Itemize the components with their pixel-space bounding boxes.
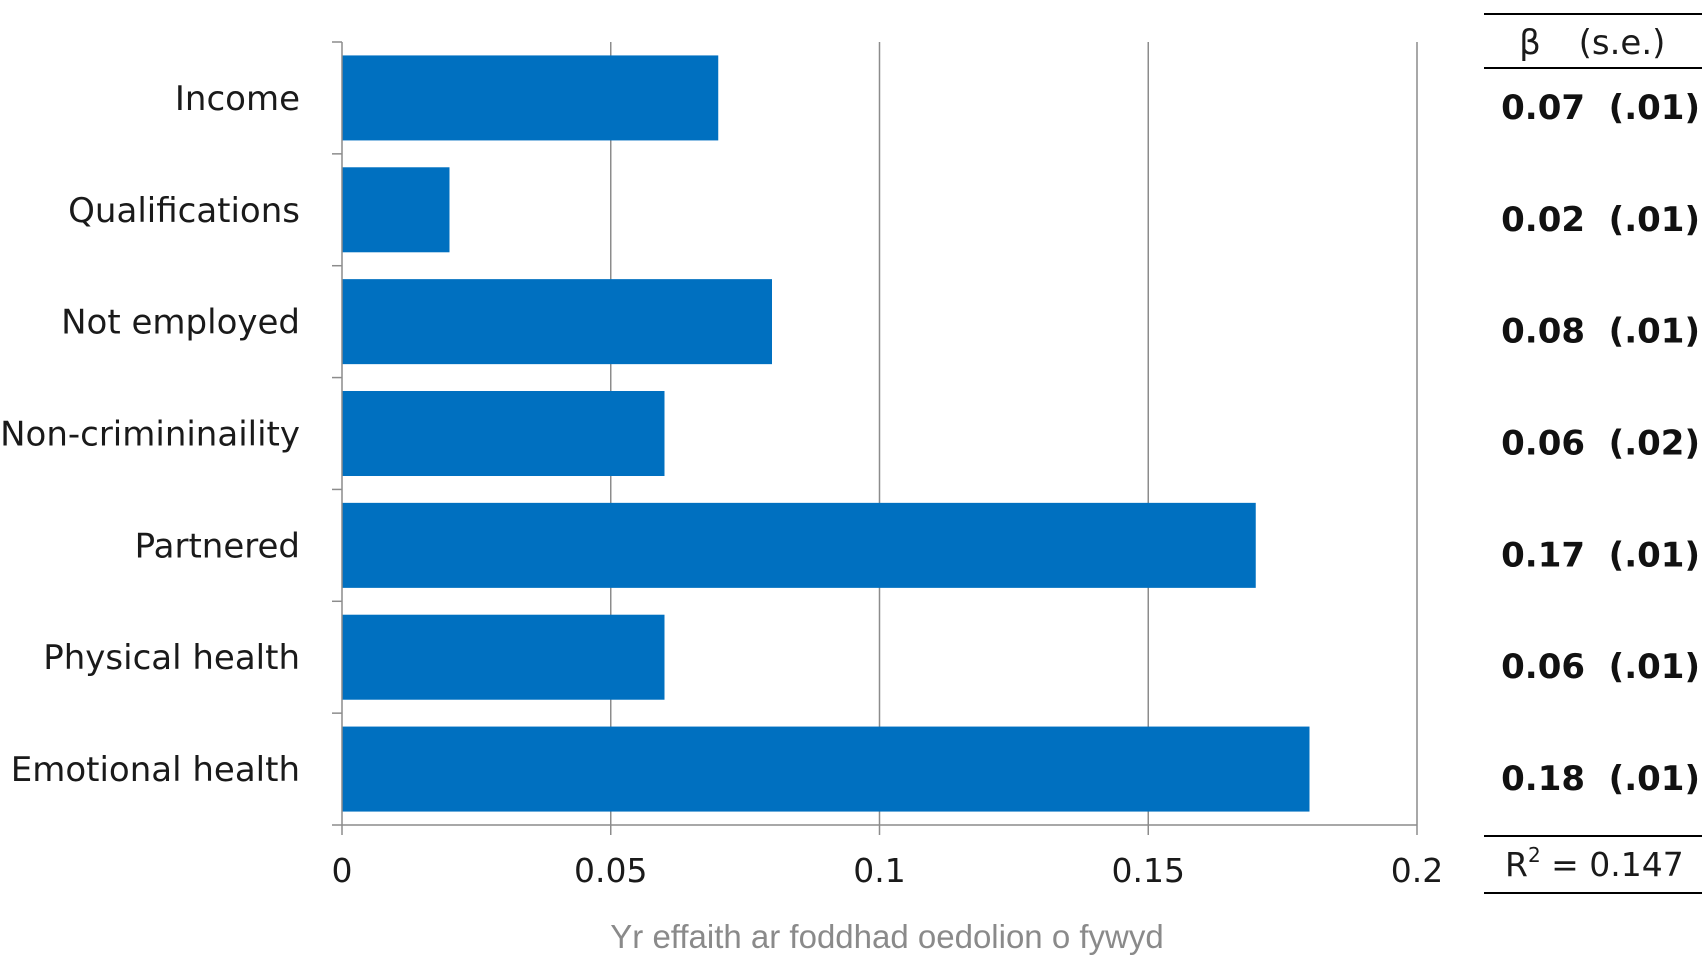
coef-value: 0.08 (.01) <box>1501 312 1700 352</box>
bar <box>342 502 1256 588</box>
category-label: Not employed <box>61 303 300 343</box>
category-label: Physical health <box>43 638 300 678</box>
coef-value: 0.06 (.02) <box>1501 424 1700 464</box>
bar <box>342 726 1310 812</box>
axes <box>332 41 1418 835</box>
x-tick-label: 0 <box>332 851 353 890</box>
coef-value: 0.17 (.01) <box>1501 535 1700 575</box>
x-tick-labels: 0 0.05 0.1 0.15 0.2 <box>332 851 1444 890</box>
category-labels: Income Qualifications Not employed Non-crim… <box>0 79 300 790</box>
table-header-se: (s.e.) <box>1579 23 1666 63</box>
bar <box>342 614 665 700</box>
coef-value: 0.02 (.01) <box>1501 200 1700 240</box>
coef-value: 0.07 (.01) <box>1501 88 1700 128</box>
category-label: Income <box>175 79 300 119</box>
bars <box>342 55 1310 812</box>
bar <box>342 279 772 365</box>
bar <box>342 55 719 141</box>
category-label: Partnered <box>135 526 300 566</box>
table-header-beta: β <box>1519 23 1541 63</box>
x-tick-label: 0.1 <box>853 851 905 890</box>
x-tick-label: 0.2 <box>1391 851 1443 890</box>
gridlines <box>610 42 1418 825</box>
coef-value: 0.18 (.01) <box>1501 759 1700 799</box>
category-label: Non-crimininaility <box>0 415 300 455</box>
table-rows: 0.07 (.01) 0.02 (.01) 0.08 (.01) 0.06 (.02)… <box>1501 88 1700 799</box>
bar <box>342 167 450 253</box>
bar <box>342 390 665 477</box>
category-label: Emotional health <box>11 750 300 790</box>
x-tick-label: 0.15 <box>1112 851 1185 890</box>
category-label: Qualifications <box>68 191 300 231</box>
coefficient-table: β (s.e.) 0.07 (.01)0.02 (.01)0.08 (.01)0… <box>1484 13 1702 894</box>
x-axis-title: Yr effaith ar foddhad oedolion o fywyd <box>610 918 1163 955</box>
x-tick-label: 0.05 <box>574 851 647 890</box>
r-squared-label: R2 = 0.147 <box>1505 843 1684 884</box>
coef-value: 0.06 (.01) <box>1501 647 1700 687</box>
